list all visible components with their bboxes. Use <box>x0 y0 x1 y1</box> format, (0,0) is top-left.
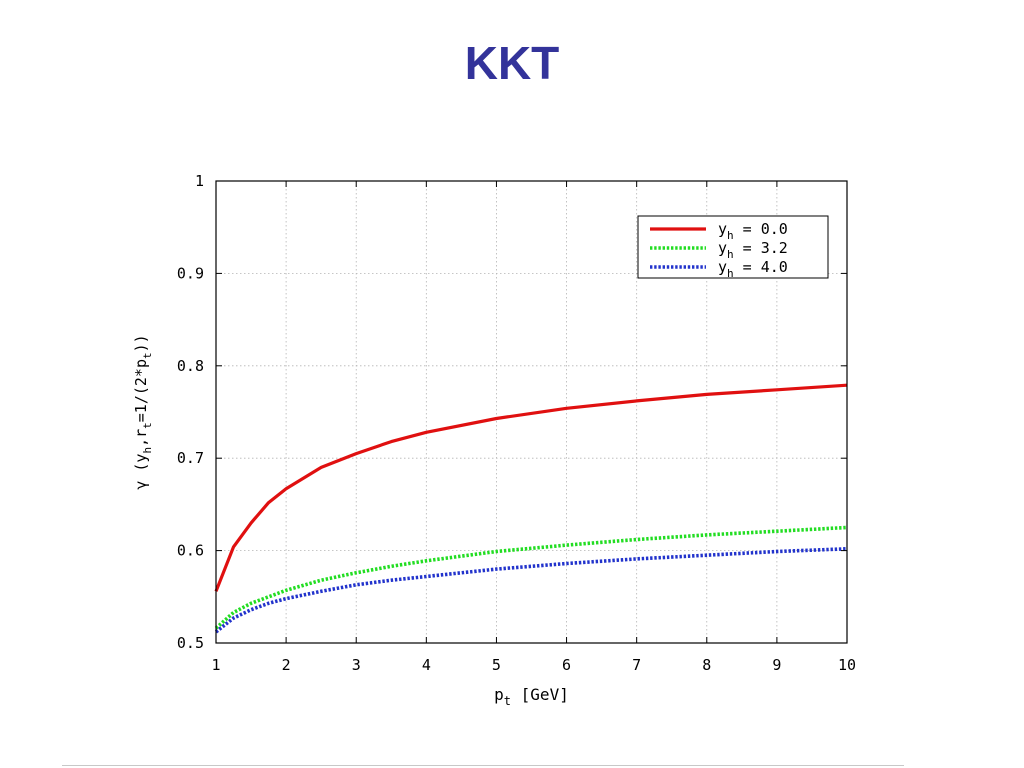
series-line-2 <box>214 547 848 634</box>
y-tick-label: 0.6 <box>177 542 204 560</box>
x-tick-label: 5 <box>492 656 501 674</box>
chart-grid <box>216 181 847 643</box>
x-tick-label: 7 <box>632 656 641 674</box>
legend-box <box>637 215 829 279</box>
y-tick-label: 0.5 <box>177 634 204 652</box>
chart-ticks: 1 2 3 4 5 6 7 8 9 10 0.5 0.6 0.7 0.8 0.9 1 <box>177 172 856 674</box>
plot-frame <box>215 180 848 644</box>
x-tick-label: 8 <box>702 656 711 674</box>
chart-series <box>214 383 848 634</box>
x-tick-label: 1 <box>211 656 220 674</box>
chart-legend: yh = 0.0yh = 3.2yh = 4.0 <box>637 215 829 280</box>
x-tick-label: 10 <box>838 656 856 674</box>
x-axis-label: pt [GeV] <box>494 685 569 708</box>
x-tick-label: 6 <box>562 656 571 674</box>
y-tick-label: 0.8 <box>177 357 204 375</box>
legend-label-0: yh = 0.0 <box>718 220 788 242</box>
legend-label-2: yh = 4.0 <box>718 258 788 280</box>
y-axis-label: γ (yh,rt=1/(2*pt)) <box>132 334 154 489</box>
x-tick-label: 3 <box>352 656 361 674</box>
x-tick-label: 9 <box>772 656 781 674</box>
chart-axis-labels: pt [GeV] γ (yh,rt=1/(2*pt)) <box>132 334 569 708</box>
x-tick-label: 4 <box>422 656 431 674</box>
x-tick-label: 2 <box>282 656 291 674</box>
series-line-1 <box>214 525 848 630</box>
bottom-divider <box>62 765 904 766</box>
legend-label-1: yh = 3.2 <box>718 239 788 261</box>
y-tick-label: 0.7 <box>177 449 204 467</box>
slide-title: KKT <box>464 37 560 89</box>
y-tick-label: 0.9 <box>177 264 204 282</box>
series-line-0 <box>214 383 848 592</box>
y-tick-label: 1 <box>195 172 204 190</box>
